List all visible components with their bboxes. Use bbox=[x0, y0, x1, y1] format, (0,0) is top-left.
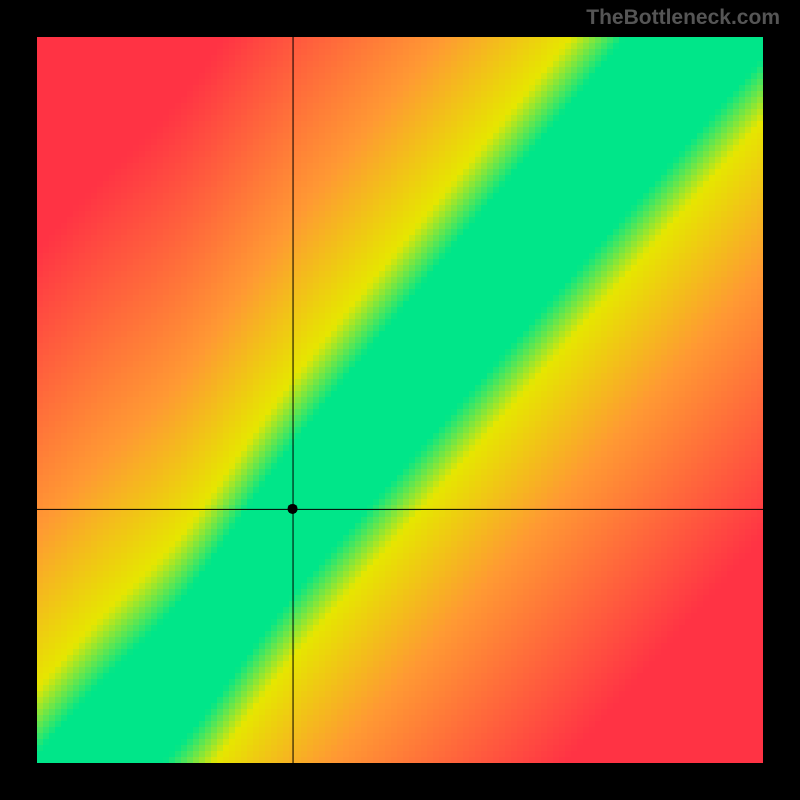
chart-container: TheBottleneck.com bbox=[0, 0, 800, 800]
heatmap-canvas bbox=[37, 37, 763, 763]
watermark-text: TheBottleneck.com bbox=[586, 6, 780, 30]
heatmap-chart bbox=[37, 37, 763, 763]
